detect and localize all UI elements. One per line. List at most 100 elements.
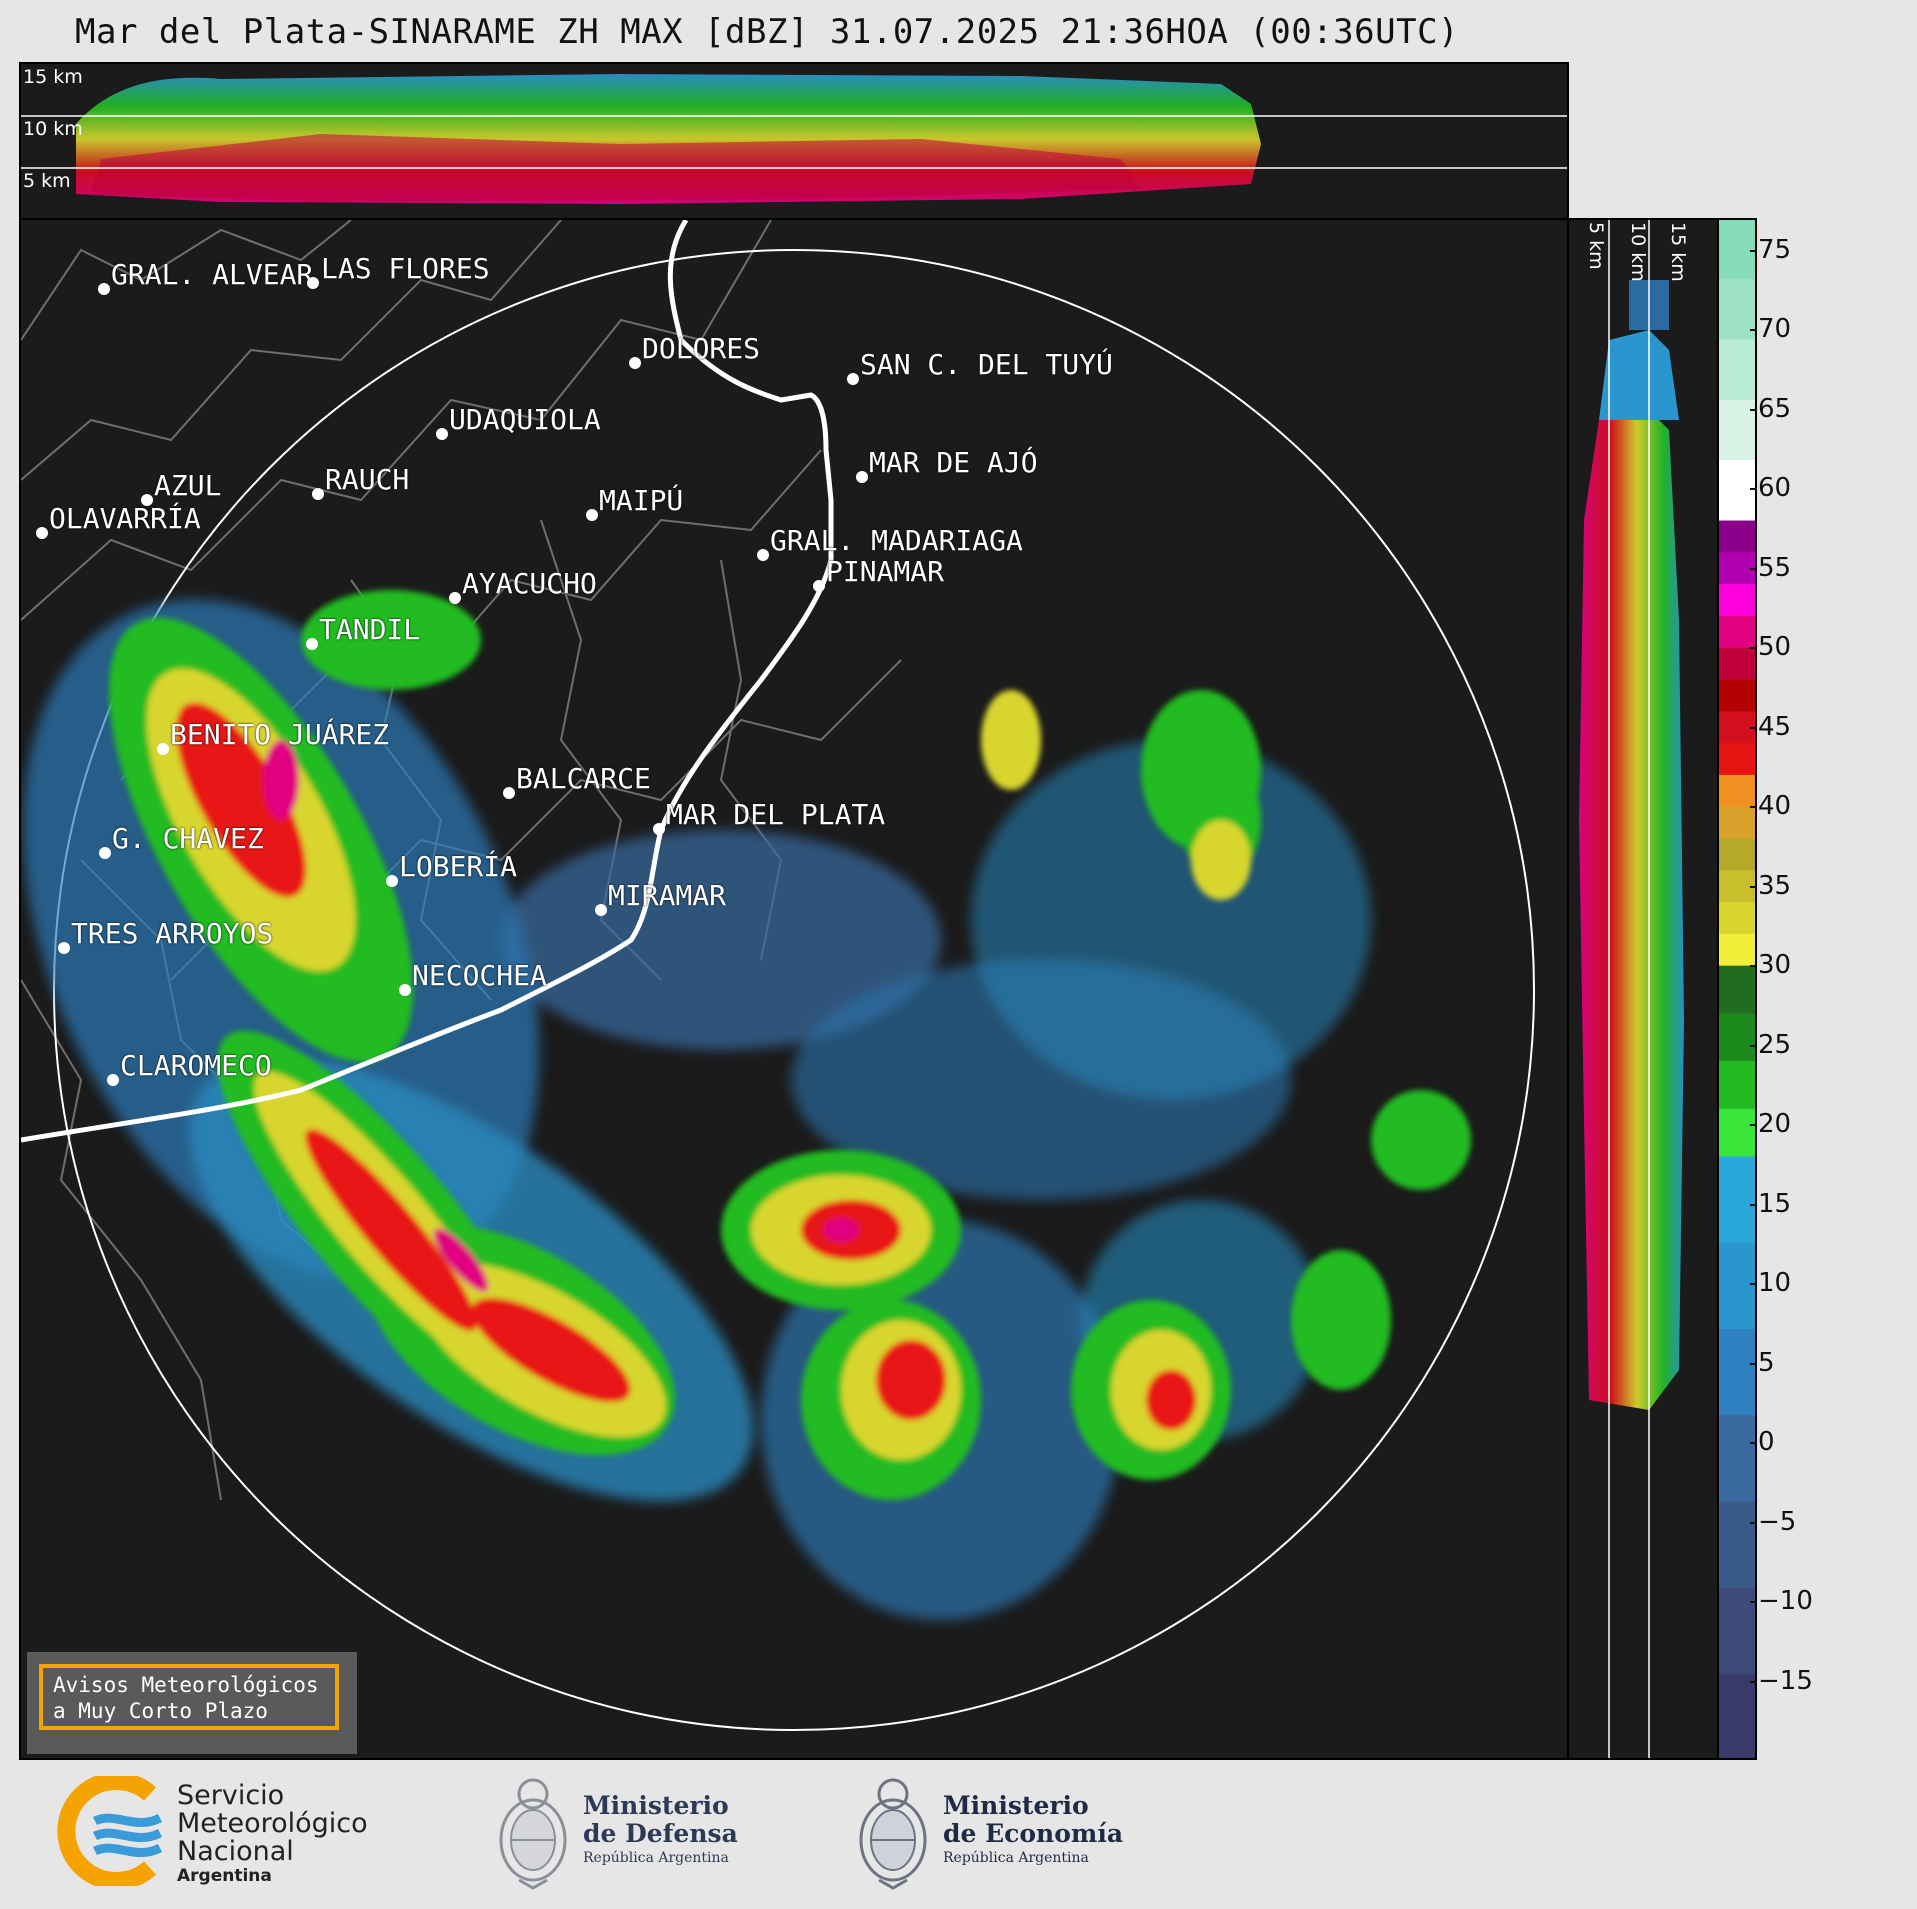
city-label: NECOCHEA (412, 959, 547, 992)
colorbar-segment (1717, 278, 1757, 340)
city-label: TANDIL (319, 613, 421, 646)
defensa-logo-text: Ministerio (583, 1791, 729, 1820)
colorbar-segment (1717, 1414, 1757, 1502)
city-marker (386, 875, 398, 887)
alert-box: Avisos Meteorológicos a Muy Corto Plazo (27, 1652, 357, 1754)
chart-title: Mar del Plata-SINARAME ZH MAX [dBZ] 31.0… (75, 12, 1460, 52)
colorbar-tick-label: 75 (1749, 234, 1792, 265)
colorbar-segment (1717, 218, 1757, 279)
colorbar-segment (1717, 837, 1757, 871)
side-height-label: 10 km (1627, 222, 1649, 282)
economia-logo-text: de Economía (943, 1819, 1124, 1848)
defensa-logo-text: de Defensa (583, 1819, 738, 1848)
top-height-label: 5 km (23, 170, 71, 192)
side-cross-section-echo (1579, 220, 1684, 1758)
city-label: CLAROMECO (120, 1049, 272, 1082)
top-cross-section: 15 km 10 km 5 km (19, 62, 1569, 220)
colorbar-tick-label: 40 (1749, 791, 1792, 822)
city-marker (306, 638, 318, 650)
city-label: MIRAMAR (608, 879, 727, 912)
colorbar-tick-label: 10 (1749, 1268, 1792, 1299)
economia-logo-text: Ministerio (943, 1791, 1089, 1820)
city-label: OLAVARRÍA (49, 502, 201, 535)
smn-logo-country: Argentina (177, 1866, 272, 1886)
colorbar-segment (1717, 901, 1757, 934)
radar-map-canvas (21, 220, 1535, 1731)
colorbar-segment (1717, 583, 1757, 616)
city-label: GRAL. ALVEAR (111, 258, 314, 291)
city-label: AYACUCHO (462, 567, 597, 600)
city-marker (813, 580, 825, 592)
alert-line: a Muy Corto Plazo (53, 1699, 268, 1723)
colorbar-tick-label: 55 (1749, 552, 1792, 583)
city-marker (307, 277, 319, 289)
colorbar-segment (1717, 615, 1757, 648)
economia-logo-block: Ministerio de Economía República Argenti… (855, 1770, 1135, 1890)
city-label: BENITO JUÁREZ (170, 718, 390, 751)
colorbar-tick-label: 30 (1749, 950, 1792, 981)
city-label: DOLORES (642, 332, 761, 365)
colorbar-tick-label: 50 (1749, 632, 1792, 663)
coastline (21, 220, 834, 1143)
colorbar-segment (1717, 1155, 1757, 1243)
colorbar-segment (1717, 1012, 1757, 1062)
city-marker (36, 527, 48, 539)
colorbar-tick-label: 35 (1749, 870, 1792, 901)
colorbar-tick-label: −10 (1750, 1586, 1813, 1617)
city-label: MAR DE AJÓ (869, 446, 1038, 479)
city-marker (586, 509, 598, 521)
smn-logo-text: Meteorológico (177, 1808, 368, 1839)
colorbar-segment (1717, 1060, 1757, 1109)
city-marker (449, 592, 461, 604)
smn-logo-block: Servicio Meteorológico Nacional Argentin… (55, 1770, 385, 1890)
city-marker (157, 743, 169, 755)
city-label: G. CHAVEZ (112, 822, 264, 855)
seal-icon (859, 1778, 927, 1890)
colorbar-tick-label: 0 (1750, 1427, 1775, 1458)
city-marker (98, 283, 110, 295)
city-marker (653, 823, 665, 835)
colorbar-segment (1717, 933, 1757, 966)
colorbar-tick-label: 20 (1749, 1109, 1792, 1140)
colorbar-segment (1717, 1501, 1757, 1588)
colorbar-tick-label: 45 (1749, 711, 1792, 742)
city-marker (312, 488, 324, 500)
colorbar-segment (1717, 338, 1757, 400)
seal-icon (499, 1778, 567, 1890)
colorbar-segment (1717, 774, 1757, 807)
city-label: MAR DEL PLATA (666, 798, 886, 831)
city-marker (757, 549, 769, 561)
colorbar-tick-label: 25 (1749, 1029, 1792, 1060)
colorbar-segment (1717, 679, 1757, 712)
top-height-label: 15 km (23, 66, 83, 88)
city-marker (629, 357, 641, 369)
colorbar-tick-label: −15 (1750, 1665, 1813, 1696)
city-marker (847, 373, 859, 385)
side-cross-section: 5 km 10 km 15 km (1567, 218, 1719, 1760)
colorbar-segment (1717, 1673, 1757, 1760)
colorbar-segment (1717, 742, 1757, 775)
smn-logo-text: Nacional (177, 1836, 294, 1867)
side-height-label: 5 km (1585, 222, 1607, 270)
city-label: LAS FLORES (321, 252, 490, 285)
city-label: BALCARCE (516, 762, 651, 795)
top-height-label: 10 km (23, 118, 83, 140)
colorbar-border (1717, 218, 1757, 1760)
city-marker (503, 787, 515, 799)
city-label: TRES ARROYOS (71, 917, 274, 950)
colorbar-segment (1717, 520, 1757, 553)
colorbar-tick-label: 5 (1750, 1347, 1775, 1378)
city-label: SAN C. DEL TUYÚ (860, 348, 1113, 381)
colorbar-tick-label: −5 (1749, 1506, 1797, 1537)
economia-logo-country: República Argentina (943, 1850, 1089, 1866)
city-marker (856, 471, 868, 483)
colorbar-tick-label: 60 (1749, 473, 1792, 504)
colorbar-tick-label: 65 (1749, 393, 1792, 424)
city-label: MAIPÚ (599, 484, 684, 517)
alert-line: Avisos Meteorológicos (53, 1673, 319, 1697)
city-marker (595, 904, 607, 916)
side-height-label: 15 km (1667, 222, 1689, 282)
city-label: UDAQUIOLA (449, 403, 601, 436)
city-marker (58, 942, 70, 954)
colorbar-segment (1717, 647, 1757, 680)
